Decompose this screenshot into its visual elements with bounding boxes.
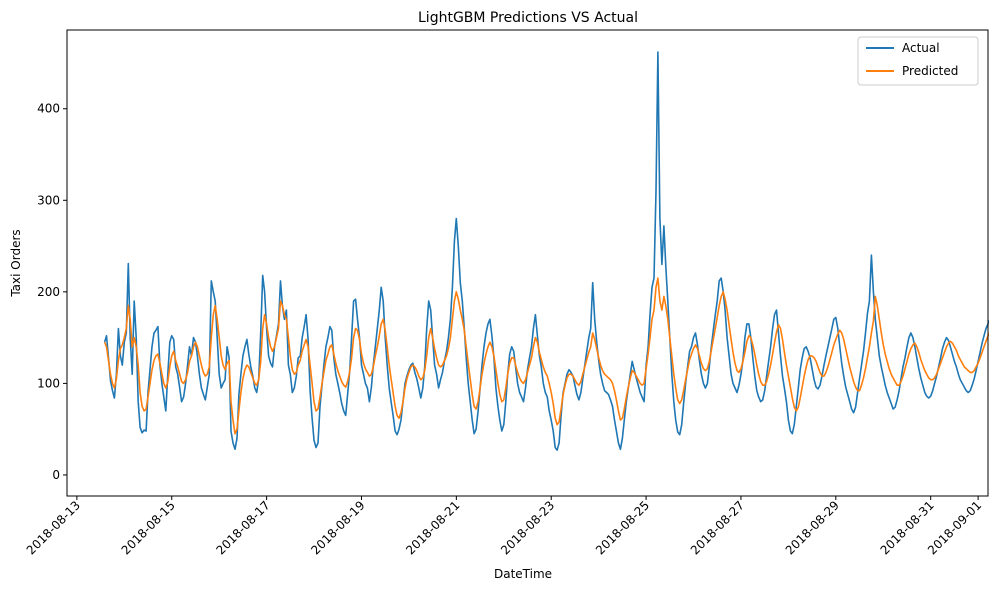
legend-label-actual: Actual — [902, 41, 940, 55]
y-tick-label: 400 — [37, 102, 60, 116]
y-tick-label: 300 — [37, 193, 60, 207]
legend-label-predicted: Predicted — [902, 64, 958, 78]
series-line-predicted — [103, 277, 989, 435]
series-layer — [103, 51, 989, 452]
y-axis: 0 100 200 300 400 — [37, 102, 67, 482]
chart-title: LightGBM Predictions VS Actual — [418, 10, 638, 26]
legend: Actual Predicted — [857, 36, 979, 86]
y-tick-label: 200 — [37, 285, 60, 299]
y-axis-label: Taxi Orders — [9, 229, 23, 297]
series-line-actual — [103, 51, 989, 452]
plot-area — [66, 29, 989, 497]
x-axis-label: DateTime — [494, 567, 552, 581]
plot-frame — [66, 29, 989, 497]
y-tick-label: 0 — [52, 468, 60, 482]
y-tick-label: 100 — [37, 376, 60, 390]
